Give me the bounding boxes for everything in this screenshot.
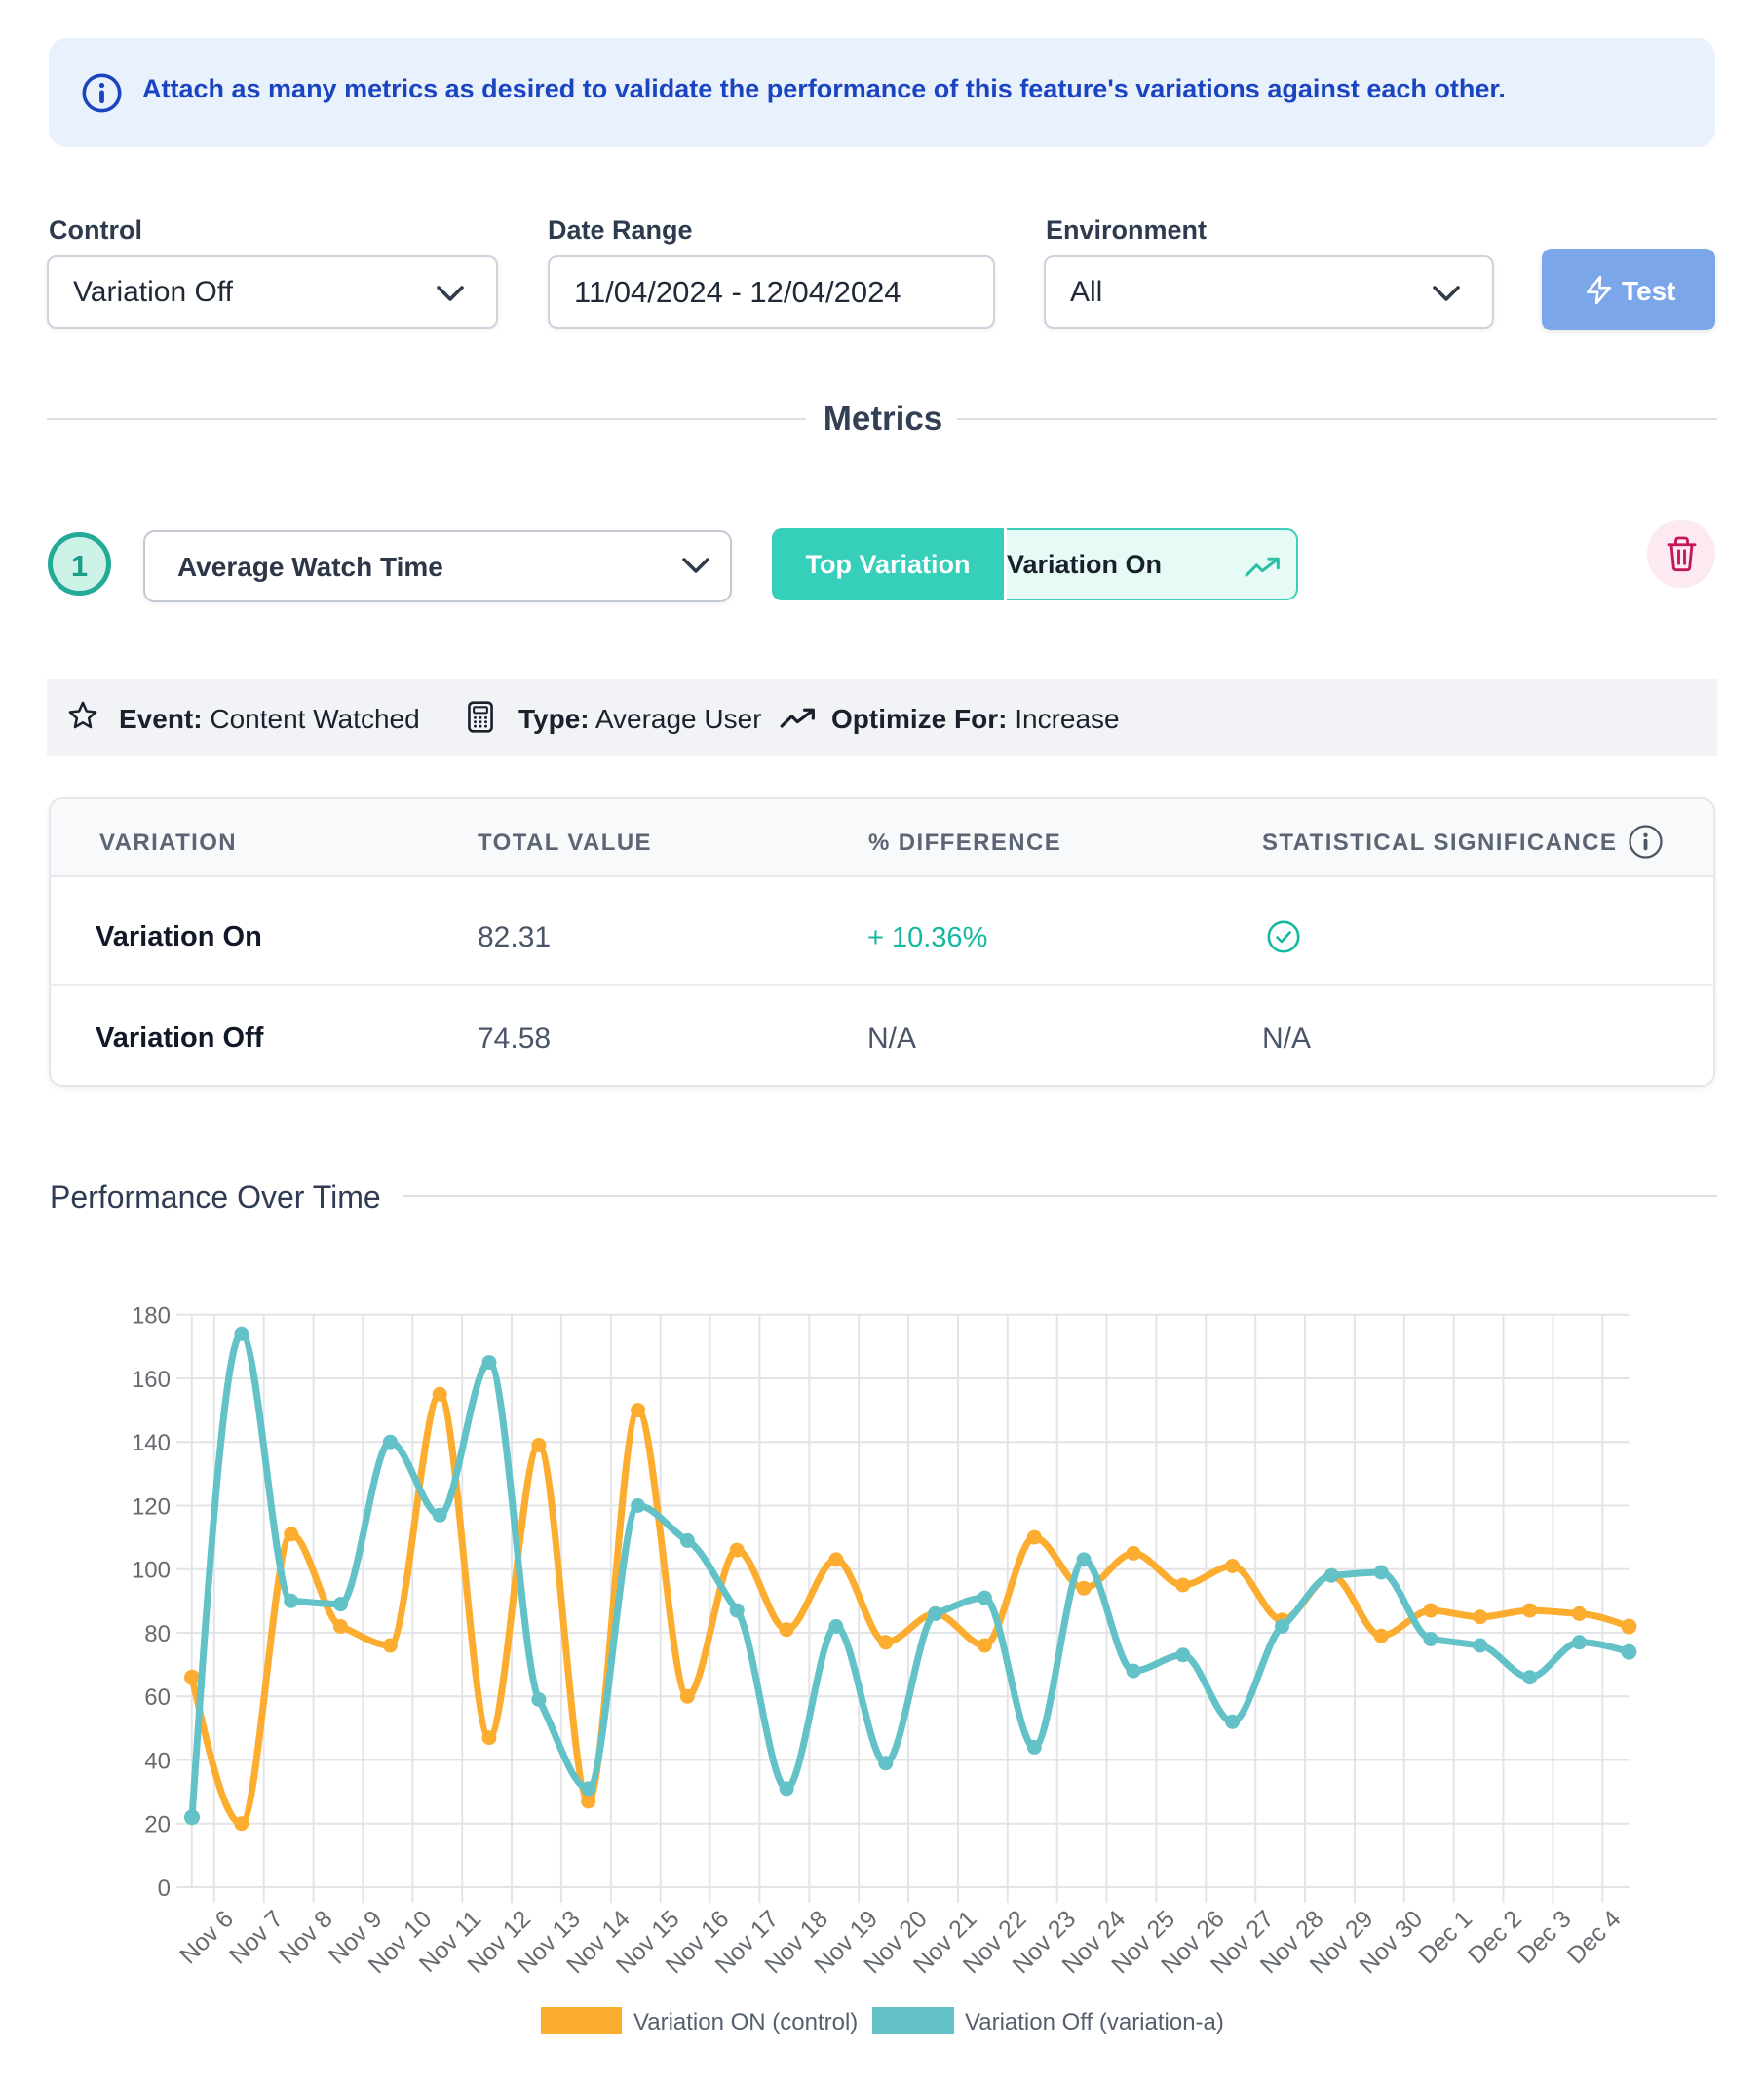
svg-text:120: 120 [132,1494,171,1521]
svg-text:20: 20 [144,1812,171,1838]
svg-text:Dec 4: Dec 4 [1562,1905,1627,1969]
svg-text:180: 180 [132,1303,171,1330]
svg-text:100: 100 [132,1558,171,1584]
svg-text:60: 60 [144,1684,171,1711]
svg-text:80: 80 [144,1621,171,1647]
svg-text:Dec 1: Dec 1 [1413,1905,1477,1969]
svg-text:Nov 8: Nov 8 [274,1905,338,1969]
svg-text:140: 140 [132,1430,171,1456]
svg-text:Nov 6: Nov 6 [174,1905,239,1969]
svg-text:Dec 2: Dec 2 [1463,1905,1527,1969]
svg-text:160: 160 [132,1367,171,1393]
svg-text:40: 40 [144,1749,171,1775]
svg-text:Nov 7: Nov 7 [224,1905,288,1969]
svg-text:Dec 3: Dec 3 [1513,1905,1577,1969]
svg-text:0: 0 [158,1875,171,1902]
